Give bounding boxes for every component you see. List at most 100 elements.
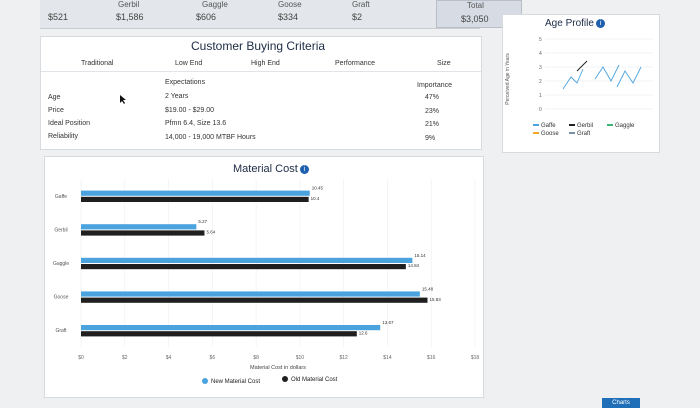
age-y-tick: 3 [539, 65, 542, 71]
x-tick-label: $2 [122, 355, 128, 361]
strip-header-graft: Graft [352, 0, 370, 9]
bar-old-material-cost [81, 196, 309, 202]
criteria-value-ideal-position: Pfmn 6.4, Size 13.6 [165, 120, 227, 127]
category-label: Goose [54, 295, 69, 301]
bar-old-material-cost [81, 331, 357, 337]
legend-new-label: New Material Cost [211, 379, 260, 385]
x-tick-label: $12 [339, 355, 348, 361]
data-label: 14.84 [408, 263, 420, 268]
bar-new-material-cost [81, 224, 197, 230]
x-axis-label: Material Cost in dollars [250, 365, 306, 371]
age-legend-goose: Goose [533, 131, 559, 137]
strip-value: $2 [352, 12, 363, 22]
category-label: Gaffe [55, 194, 67, 200]
age-legend-gaffe: Gaffe [533, 123, 556, 129]
strip-header-goose: Goose [278, 0, 302, 9]
data-label: 13.67 [382, 320, 394, 325]
strip-value: $334 [278, 12, 299, 22]
x-tick-label: $18 [471, 355, 480, 361]
criteria-label-reliability: Reliability [48, 133, 78, 140]
bar-new-material-cost [81, 190, 310, 196]
legend-old-dot [282, 376, 288, 382]
strip-value: $521 [48, 12, 69, 22]
age-y-axis-label: Perceived Age in Years [505, 53, 511, 105]
data-label: 15.14 [414, 253, 426, 258]
category-label: Gaggle [53, 261, 69, 267]
bar-old-material-cost [81, 230, 205, 236]
category-label: Graft [55, 328, 67, 334]
tab-size[interactable]: Size [437, 60, 451, 67]
criteria-value-age: 2 Years [165, 93, 189, 100]
segment-tabs: Traditional Low End High End Performance… [41, 57, 481, 72]
age-series-gaggle [594, 64, 620, 82]
criteria-label-ideal-position: Ideal Position [48, 120, 91, 127]
age-profile-title: Age Profile i [545, 18, 605, 29]
mouse-cursor-icon [120, 95, 126, 104]
material-cost-title-text: Material Cost [233, 163, 298, 175]
age-y-tick: 1 [539, 93, 542, 99]
data-label: 5.27 [198, 219, 207, 224]
summary-strip: Gerbil Gaggle Goose Graft $521 $1,586 $6… [40, 0, 522, 29]
criteria-title: Customer Buying Criteria [191, 39, 326, 53]
age-y-tick: 5 [539, 37, 542, 43]
expectations-header: Expectations [165, 79, 206, 86]
criteria-importance-age: 47% [425, 94, 440, 101]
age-y-tick: 4 [539, 51, 542, 57]
total-value: $3,050 [461, 14, 489, 24]
age-profile-card: Age Profile i Perceived Age in Years 5 4 … [502, 14, 660, 153]
x-tick-label: $8 [253, 355, 259, 361]
age-y-tick: 2 [539, 79, 542, 85]
tab-low-end[interactable]: Low End [175, 60, 203, 67]
importance-header: Importance [417, 82, 453, 89]
data-label: 5.64 [206, 230, 215, 235]
age-legend-graft: Graft [569, 131, 590, 137]
age-series-gerbil [576, 60, 588, 72]
age-series-goose [616, 66, 642, 88]
bar-new-material-cost [81, 325, 381, 331]
tab-high-end[interactable]: High End [251, 60, 280, 67]
strip-header-total: Total [467, 1, 484, 10]
criteria-importance-reliability: 9% [425, 135, 436, 142]
category-label: Gerbil [54, 227, 67, 233]
info-icon[interactable]: i [595, 18, 605, 28]
material-cost-card: Material Cost i $0 $2 $4 $6 $8 $10 $12 $14 $16 $18… [44, 156, 484, 398]
tab-traditional[interactable]: Traditional [81, 60, 114, 67]
age-legend-gerbil: Gerbil [569, 123, 593, 129]
strip-value: $1,586 [116, 12, 144, 22]
criteria-label-age: Age [48, 94, 61, 101]
strip-header-gaggle: Gaggle [202, 0, 228, 9]
criteria-value-price: $19.00 - $29.00 [165, 107, 215, 114]
data-label: 10.45 [312, 186, 324, 191]
tab-performance[interactable]: Performance [335, 60, 376, 67]
bar-old-material-cost [81, 297, 428, 303]
age-profile-chart: Perceived Age in Years 5 4 3 2 1 0 [505, 37, 653, 113]
x-tick-label: $16 [427, 355, 436, 361]
criteria-importance-ideal-position: 21% [425, 121, 440, 128]
legend-new-dot [202, 378, 208, 384]
data-label: 10.4 [311, 196, 320, 201]
age-legend-gaggle: Gaggle [607, 123, 634, 129]
strip-value: $606 [196, 12, 217, 22]
x-tick-label: $0 [78, 355, 84, 361]
x-tick-label: $14 [383, 355, 392, 361]
x-tick-label: $10 [296, 355, 305, 361]
bar-new-material-cost [81, 257, 413, 263]
bar-old-material-cost [81, 264, 406, 270]
age-series-gaffe [562, 68, 584, 90]
x-tick-label: $4 [166, 355, 172, 361]
customer-buying-criteria-card: Customer Buying Criteria Traditional Low… [40, 36, 482, 150]
data-label: 15.48 [422, 286, 434, 291]
legend-old-label: Old Material Cost [291, 377, 338, 383]
material-cost-title: Material Cost i [233, 163, 309, 175]
criteria-label-price: Price [48, 107, 64, 114]
age-y-tick: 0 [539, 107, 542, 113]
info-icon[interactable]: i [299, 164, 309, 174]
strip-header-gerbil: Gerbil [118, 0, 140, 9]
bar-new-material-cost [81, 291, 420, 297]
age-profile-title-text: Age Profile [545, 18, 594, 29]
criteria-importance-price: 23% [425, 108, 440, 115]
criteria-value-reliability: 14,000 - 19,000 MTBF Hours [165, 134, 256, 141]
charts-tab[interactable]: Charts [602, 398, 640, 408]
data-label: 12.6 [359, 330, 368, 335]
data-label: 15.83 [430, 297, 442, 302]
